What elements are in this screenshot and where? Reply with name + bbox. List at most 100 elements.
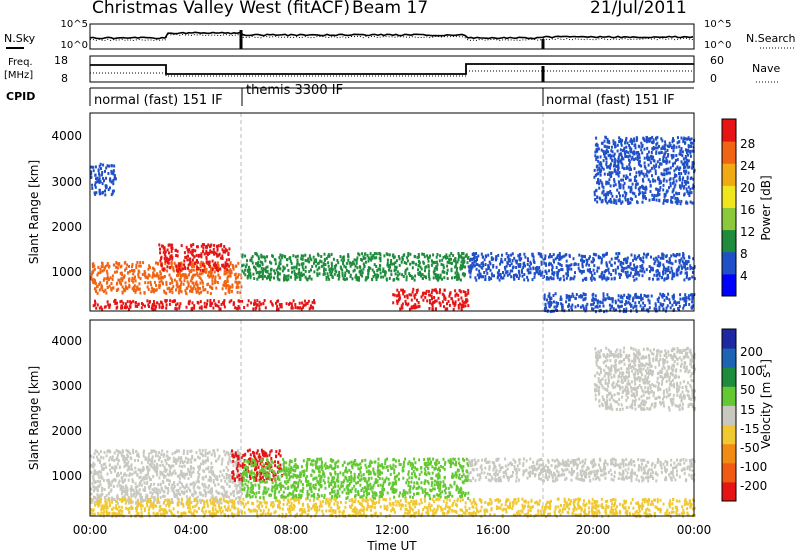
data-cell — [181, 274, 184, 278]
data-cell — [215, 303, 218, 307]
data-cell — [535, 268, 538, 272]
data-cell — [619, 140, 622, 144]
data-cell — [105, 454, 108, 458]
data-cell — [288, 302, 290, 306]
data-cell — [144, 304, 146, 308]
data-cell — [162, 305, 165, 309]
data-cell — [90, 471, 93, 475]
data-cell — [544, 269, 547, 273]
data-cell — [230, 492, 233, 496]
data-cell — [115, 261, 118, 264]
data-cell — [657, 260, 660, 264]
data-cell — [631, 197, 634, 201]
data-cell — [182, 267, 185, 271]
data-cell — [663, 168, 666, 172]
data-cell — [206, 260, 208, 264]
data-cell — [93, 267, 96, 271]
data-cell — [436, 278, 439, 282]
data-cell — [231, 449, 233, 453]
data-cell — [96, 495, 99, 499]
data-cell — [96, 284, 99, 288]
data-cell — [178, 266, 181, 270]
data-cell — [592, 276, 595, 280]
data-cell — [232, 459, 235, 463]
data-cell — [210, 243, 213, 247]
data-cell — [358, 270, 361, 274]
date-label: 21/Jul/2011 — [590, 0, 687, 18]
data-cell — [681, 181, 684, 185]
data-cell — [451, 300, 454, 304]
data-cell — [195, 480, 198, 484]
data-cell — [339, 265, 342, 269]
data-cell — [570, 295, 572, 299]
data-cell — [117, 263, 120, 267]
data-cell — [259, 455, 262, 459]
data-cell — [242, 465, 244, 469]
data-cell — [619, 263, 622, 267]
data-cell — [298, 271, 301, 275]
data-cell — [461, 252, 464, 256]
data-cell — [330, 261, 333, 265]
data-cell — [117, 501, 119, 505]
data-cell — [102, 468, 104, 471]
data-cell — [144, 474, 147, 478]
data-cell — [369, 252, 372, 256]
data-cell — [212, 481, 215, 484]
data-cell — [278, 303, 281, 307]
data-cell — [345, 261, 348, 265]
data-cell — [277, 299, 280, 303]
data-cell — [253, 299, 256, 303]
data-cell — [273, 493, 276, 497]
data-cell — [555, 305, 558, 309]
data-cell — [660, 137, 663, 141]
data-cell — [99, 267, 102, 271]
data-cell — [175, 280, 178, 284]
data-cell — [168, 483, 171, 486]
data-cell — [296, 254, 299, 258]
data-cell — [209, 298, 212, 302]
data-cell — [680, 257, 683, 261]
data-cell — [161, 244, 163, 248]
data-cell — [166, 455, 169, 459]
data-cell — [561, 305, 564, 309]
data-cell — [187, 301, 190, 305]
data-cell — [106, 164, 109, 168]
data-cell — [304, 303, 307, 307]
data-cell — [582, 305, 585, 309]
data-cell — [286, 278, 288, 282]
data-cell — [693, 265, 696, 269]
data-cell — [284, 277, 287, 281]
data-cell — [100, 283, 103, 287]
data-cell — [540, 260, 543, 264]
data-cell — [579, 269, 582, 273]
data-cell — [229, 498, 232, 502]
data-cell — [193, 458, 196, 462]
data-cell — [513, 273, 515, 277]
data-cell — [418, 270, 421, 274]
data-cell — [446, 256, 449, 260]
data-cell — [611, 297, 614, 300]
data-cell — [428, 299, 431, 302]
data-cell — [163, 252, 166, 256]
data-cell — [567, 304, 570, 308]
data-cell — [380, 275, 383, 279]
data-cell — [183, 464, 186, 468]
data-cell — [327, 264, 330, 268]
data-cell — [666, 200, 669, 204]
data-cell — [671, 138, 674, 142]
data-cell — [651, 157, 653, 161]
data-cell — [673, 272, 676, 276]
data-cell — [239, 482, 242, 486]
data-cell — [554, 292, 557, 296]
data-cell — [248, 268, 251, 272]
data-cell — [689, 144, 692, 148]
data-cell — [620, 141, 623, 145]
data-cell — [202, 288, 205, 292]
data-cell — [154, 288, 157, 292]
data-cell — [214, 251, 217, 255]
data-cell — [450, 257, 452, 261]
data-cell — [270, 275, 273, 279]
data-cell — [216, 261, 219, 265]
data-cell — [589, 276, 592, 280]
data-cell — [446, 307, 449, 311]
